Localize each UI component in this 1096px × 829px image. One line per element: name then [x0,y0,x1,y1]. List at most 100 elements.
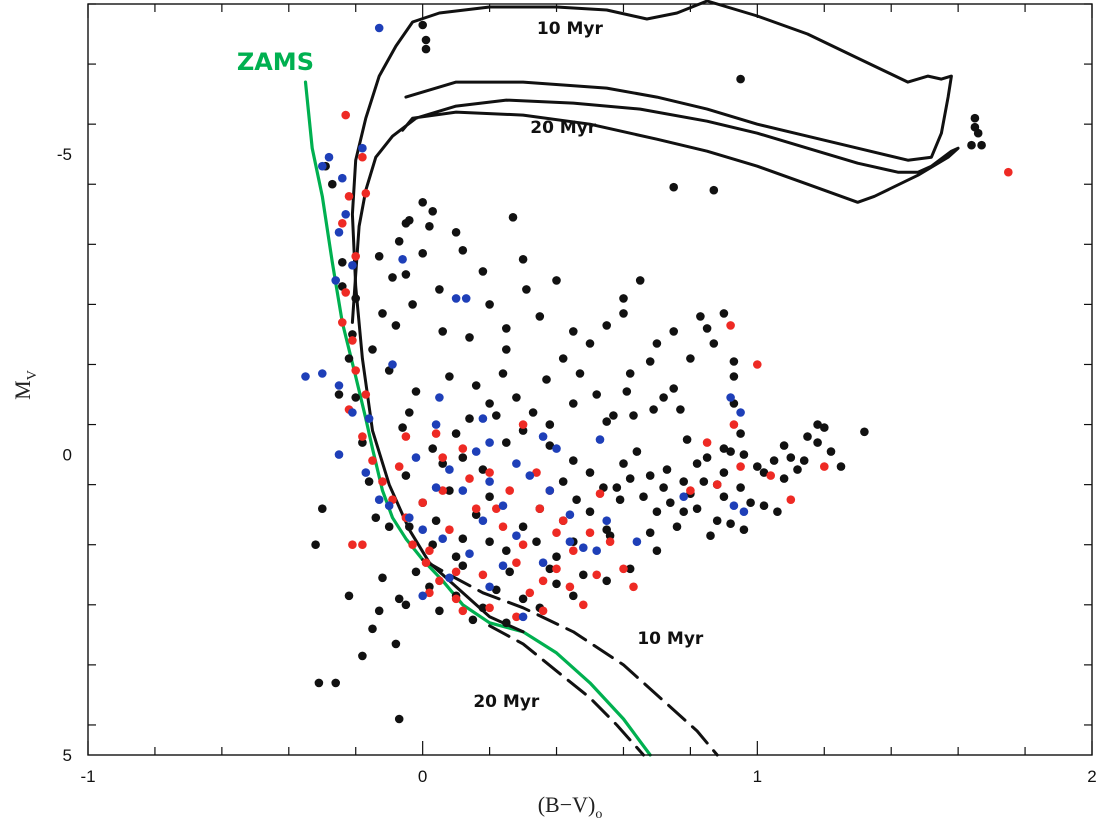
data-point [425,588,434,598]
data-point [622,387,632,396]
data-point [579,600,588,610]
data-point [338,219,347,228]
data-point [341,110,351,120]
data-point [692,504,702,513]
data-point [759,501,769,511]
y-tick-label: 0 [63,446,72,465]
data-point [803,432,812,441]
data-point [558,354,568,363]
data-point [528,408,538,417]
data-point [572,495,581,505]
data-point [609,411,618,420]
data-point [334,450,344,459]
data-point [552,552,561,561]
data-point [378,309,387,318]
data-point [301,372,310,381]
data-point [652,339,662,348]
data-point [478,516,488,525]
data-point [428,207,438,216]
data-point [632,447,642,456]
data-point [351,251,361,261]
data-point [860,427,869,437]
data-point [374,606,384,616]
data-point [726,519,735,528]
data-point [398,423,407,432]
data-point [334,390,344,399]
data-point [569,399,578,408]
data-point [435,576,444,586]
data-point [666,498,675,508]
data-point [318,504,327,513]
data-point [361,468,371,477]
data-point [358,432,367,441]
data-point [729,420,739,429]
data-point [726,393,735,402]
data-point [652,507,662,516]
data-point [592,570,601,580]
data-point [518,254,528,264]
data-point [619,459,628,468]
data-point [411,387,421,396]
data-point [615,495,625,505]
data-point [394,237,404,246]
data-point [726,447,735,456]
data-point [836,462,846,471]
data-point [736,483,745,492]
data-point [505,567,514,577]
data-point [820,462,829,471]
data-point [331,276,341,285]
data-point [438,534,448,543]
chart-annotation: 20 Myr [530,118,597,138]
data-point [338,173,347,183]
data-point [645,471,655,480]
data-point [485,399,494,408]
data-point [679,507,688,516]
data-point [405,513,414,522]
data-point [451,429,461,438]
data-point [498,561,508,570]
data-point [438,327,448,336]
data-point [502,345,511,354]
data-point [579,543,588,552]
data-point [458,561,468,570]
data-point [408,540,417,549]
data-point [485,300,494,309]
chart-annotation: 20 Myr [473,692,540,712]
data-point [435,285,444,294]
data-point [334,381,344,390]
data-point [451,294,461,303]
data-point [458,444,468,453]
data-point [401,270,411,279]
data-point [552,444,561,453]
data-point [538,432,548,441]
data-point [970,113,980,123]
data-point [545,564,555,574]
data-point [709,185,719,195]
data-point [451,228,461,237]
data-point [977,140,986,150]
data-point [545,486,555,495]
data-point [341,210,351,219]
axis-ticks [87,3,1093,755]
data-point [348,336,357,345]
data-point [712,516,722,525]
x-axis-title-sub: o [595,807,602,822]
data-point [374,495,384,505]
data-point [625,564,635,574]
data-point [508,213,518,222]
data-point [374,251,384,261]
data-point [518,540,528,549]
data-point [612,483,622,492]
data-point [512,393,521,402]
data-point [344,591,354,601]
data-point [502,438,511,447]
data-point [502,324,511,333]
data-point [669,327,678,336]
data-point [361,189,371,198]
data-point [388,360,397,369]
data-point [702,324,712,333]
data-point [686,354,695,363]
data-point [348,330,357,339]
data-point [458,534,468,543]
data-point [421,558,431,567]
